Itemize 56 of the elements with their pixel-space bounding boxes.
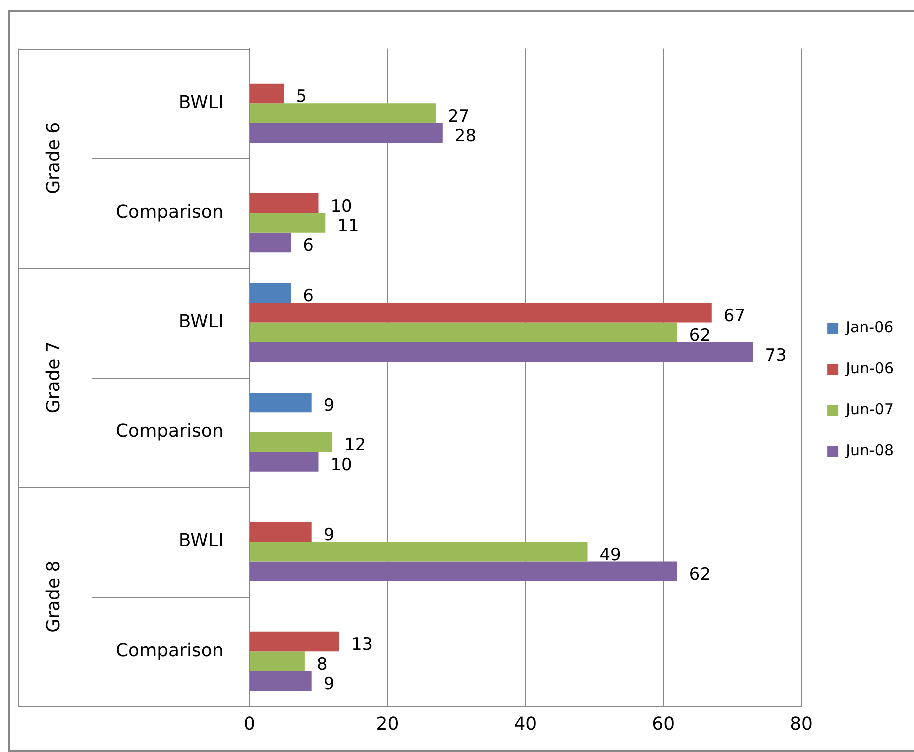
bar <box>250 671 312 692</box>
data-label: 49 <box>600 545 622 566</box>
data-label: 6 <box>303 286 314 307</box>
y-tick-label: Comparison <box>116 640 224 662</box>
bar <box>250 104 436 124</box>
bar <box>250 232 292 253</box>
bar <box>250 522 312 542</box>
x-tick-label: 40 <box>514 714 538 735</box>
data-label: 9 <box>324 526 335 546</box>
bar <box>250 342 754 362</box>
data-label: 9 <box>324 674 335 695</box>
x-tick-label: 80 <box>790 714 814 735</box>
y-tick-label: BWLI <box>178 311 224 332</box>
bar <box>250 652 305 672</box>
bar <box>250 632 340 652</box>
data-label: 67 <box>724 306 746 326</box>
y-tick-label: BWLI <box>178 530 224 552</box>
bar <box>250 392 312 413</box>
text: Grade 6 <box>44 122 65 194</box>
data-label: 28 <box>454 126 477 147</box>
y-tick-label: Comparison <box>116 421 224 442</box>
bar <box>250 452 319 472</box>
data-label: 9 <box>324 396 335 416</box>
data-label: 13 <box>351 635 374 656</box>
bar <box>250 562 678 582</box>
y-tick-label: BWLI <box>178 92 224 114</box>
text: Grade 7 <box>44 342 65 414</box>
data-label: 6 <box>303 236 314 256</box>
bar <box>250 542 588 562</box>
y-tick-label: Comparison <box>116 202 224 223</box>
data-label: 8 <box>316 654 328 675</box>
data-label: 27 <box>448 106 470 127</box>
legend-label: Jan-06 <box>845 318 894 336</box>
bar <box>250 432 333 452</box>
bar <box>250 283 292 304</box>
data-label: 10 <box>330 196 352 217</box>
data-label: 5 <box>296 87 308 108</box>
legend-label: Jun-08 <box>845 441 894 460</box>
bar <box>250 123 443 144</box>
data-label: 11 <box>338 216 360 236</box>
legend-label: Jun-06 <box>845 359 894 378</box>
data-label: 12 <box>344 436 366 456</box>
data-label: 62 <box>689 565 712 586</box>
x-tick-label: 0 <box>244 714 256 735</box>
data-label: 10 <box>330 455 352 476</box>
x-tick-label: 20 <box>376 714 400 735</box>
bar <box>250 322 678 343</box>
bar <box>250 213 326 233</box>
data-label: 73 <box>765 346 787 366</box>
bar <box>250 193 319 214</box>
bar <box>250 303 712 323</box>
legend-label: Jun-07 <box>845 400 894 418</box>
x-tick-label: 60 <box>652 714 676 735</box>
text: Grade 8 <box>44 560 65 633</box>
data-label: 62 <box>689 326 712 346</box>
bar <box>250 84 284 104</box>
